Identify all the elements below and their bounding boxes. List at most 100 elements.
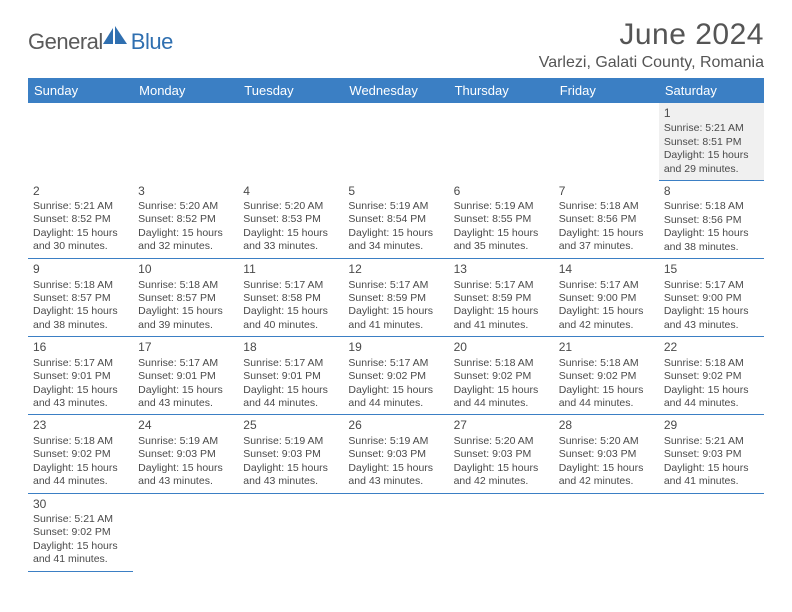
sunset-line: Sunset: 8:52 PM [33, 213, 128, 226]
brand-logo: General Blue [28, 18, 173, 55]
day-cell-27: 27Sunrise: 5:20 AMSunset: 9:03 PMDayligh… [449, 415, 554, 493]
daylight-line-2: and 44 minutes. [454, 397, 549, 410]
day-number: 12 [348, 262, 443, 277]
daylight-line-1: Daylight: 15 hours [454, 384, 549, 397]
day-cell-19: 19Sunrise: 5:17 AMSunset: 9:02 PMDayligh… [343, 337, 448, 415]
daylight-line-1: Daylight: 15 hours [454, 227, 549, 240]
sunrise-line: Sunrise: 5:18 AM [664, 357, 759, 370]
month-title: June 2024 [539, 18, 764, 52]
day-header-thursday: Thursday [449, 78, 554, 103]
day-number: 28 [559, 418, 654, 433]
day-number: 14 [559, 262, 654, 277]
daylight-line-2: and 38 minutes. [33, 319, 128, 332]
empty-cell [554, 103, 659, 181]
sunset-line: Sunset: 9:02 PM [33, 526, 128, 539]
day-header-wednesday: Wednesday [343, 78, 448, 103]
day-number: 5 [348, 184, 443, 199]
daylight-line-2: and 43 minutes. [33, 397, 128, 410]
sunrise-line: Sunrise: 5:17 AM [243, 279, 338, 292]
daylight-line-1: Daylight: 15 hours [33, 540, 128, 553]
daylight-line-1: Daylight: 15 hours [454, 462, 549, 475]
day-number: 30 [33, 497, 128, 512]
daylight-line-2: and 43 minutes. [138, 475, 233, 488]
day-number: 6 [454, 184, 549, 199]
day-number: 2 [33, 184, 128, 199]
day-cell-11: 11Sunrise: 5:17 AMSunset: 8:58 PMDayligh… [238, 259, 343, 337]
sunset-line: Sunset: 8:57 PM [138, 292, 233, 305]
sunrise-line: Sunrise: 5:17 AM [664, 279, 759, 292]
sunset-line: Sunset: 9:02 PM [348, 370, 443, 383]
daylight-line-2: and 42 minutes. [454, 475, 549, 488]
daylight-line-1: Daylight: 15 hours [348, 462, 443, 475]
day-cell-28: 28Sunrise: 5:20 AMSunset: 9:03 PMDayligh… [554, 415, 659, 493]
calendar-row: 23 Sunrise: 5:18 AMSunset: 9:02 PM Dayligh… [28, 415, 764, 493]
sunset-line: Sunset: 9:00 PM [664, 292, 759, 305]
sunset-line: Sunset: 8:59 PM [348, 292, 443, 305]
day-cell-10: 10Sunrise: 5:18 AMSunset: 8:57 PMDayligh… [133, 259, 238, 337]
empty-cell [343, 493, 448, 571]
day-cell-4: 4Sunrise: 5:20 AMSunset: 8:53 PMDaylight… [238, 181, 343, 259]
page-header: General Blue June 2024 Varlezi, Galati C… [28, 18, 764, 72]
daylight-line-1: Daylight: 15 hours [138, 227, 233, 240]
day-number: 19 [348, 340, 443, 355]
sunrise-line: Sunrise: 5:21 AM [33, 513, 128, 526]
day-cell-1: 1Sunrise: 5:21 AMSunset: 8:51 PMDaylight… [659, 103, 764, 181]
day-number: 17 [138, 340, 233, 355]
sunset-line: Sunset: 8:55 PM [454, 213, 549, 226]
sunrise-line: Sunrise: 5:17 AM [33, 357, 128, 370]
sunrise-line: Sunrise: 5:20 AM [559, 435, 654, 448]
sunrise-line: Sunrise: 5:19 AM [454, 200, 549, 213]
sunrise-line: Sunrise: 5:20 AM [243, 200, 338, 213]
sunset-line: Sunset: 9:02 PM [559, 370, 654, 383]
day-number: 25 [243, 418, 338, 433]
calendar-row: 30Sunrise: 5:21 AMSunset: 9:02 PMDayligh… [28, 493, 764, 571]
day-cell-6: 6Sunrise: 5:19 AMSunset: 8:55 PMDaylight… [449, 181, 554, 259]
sunrise-line: Sunrise: 5:18 AM [559, 200, 654, 213]
daylight-line-1: Daylight: 15 hours [33, 305, 128, 318]
sunset-line: Sunset: 9:01 PM [243, 370, 338, 383]
daylight-line-1: Daylight: 15 hours [664, 305, 759, 318]
empty-cell [28, 103, 133, 181]
day-number: 16 [33, 340, 128, 355]
day-cell-9: 9Sunrise: 5:18 AMSunset: 8:57 PMDaylight… [28, 259, 133, 337]
day-number: 27 [454, 418, 549, 433]
daylight-line-1: Daylight: 15 hours [664, 227, 759, 240]
empty-cell [133, 103, 238, 181]
empty-cell [238, 103, 343, 181]
sunrise-line: Sunrise: 5:19 AM [138, 435, 233, 448]
daylight-line-2: and 41 minutes. [348, 319, 443, 332]
calendar-body: 1Sunrise: 5:21 AMSunset: 8:51 PMDaylight… [28, 103, 764, 571]
empty-cell [449, 493, 554, 571]
daylight-line-2: and 44 minutes. [243, 397, 338, 410]
sunrise-line: Sunrise: 5:18 AM [138, 279, 233, 292]
sunrise-line: Sunrise: 5:18 AM [33, 435, 128, 448]
day-number: 4 [243, 184, 338, 199]
daylight-line-2: and 44 minutes. [33, 475, 128, 488]
day-cell-5: 5Sunrise: 5:19 AMSunset: 8:54 PMDaylight… [343, 181, 448, 259]
sunset-line: Sunset: 9:00 PM [559, 292, 654, 305]
daylight-line-2: and 38 minutes. [664, 241, 759, 254]
sunset-line: Sunset: 8:56 PM [664, 214, 759, 227]
sunset-line: Sunset: 9:02 PM [33, 448, 128, 461]
daylight-line-2: and 44 minutes. [664, 397, 759, 410]
day-header-saturday: Saturday [659, 78, 764, 103]
day-number: 29 [664, 418, 759, 433]
daylight-line-1: Daylight: 15 hours [243, 462, 338, 475]
calendar-row: 1Sunrise: 5:21 AMSunset: 8:51 PMDaylight… [28, 103, 764, 181]
daylight-line-2: and 43 minutes. [243, 475, 338, 488]
sunrise-line: Sunrise: 5:20 AM [138, 200, 233, 213]
daylight-line-2: and 41 minutes. [454, 319, 549, 332]
calendar-header-row: SundayMondayTuesdayWednesdayThursdayFrid… [28, 78, 764, 103]
daylight-line-2: and 42 minutes. [559, 319, 654, 332]
sunrise-line: Sunrise: 5:18 AM [559, 357, 654, 370]
sunrise-line: Sunrise: 5:21 AM [664, 122, 759, 135]
day-cell-13: 13Sunrise: 5:17 AMSunset: 8:59 PMDayligh… [449, 259, 554, 337]
day-number: 23 [33, 418, 128, 433]
daylight-line-2: and 43 minutes. [348, 475, 443, 488]
daylight-line-1: Daylight: 15 hours [33, 227, 128, 240]
sunset-line: Sunset: 9:02 PM [454, 370, 549, 383]
sunrise-line: Sunrise: 5:19 AM [348, 200, 443, 213]
day-cell-23: 23Sunrise: 5:18 AMSunset: 9:02 PMDayligh… [28, 415, 133, 493]
day-header-monday: Monday [133, 78, 238, 103]
day-number: 9 [33, 262, 128, 277]
